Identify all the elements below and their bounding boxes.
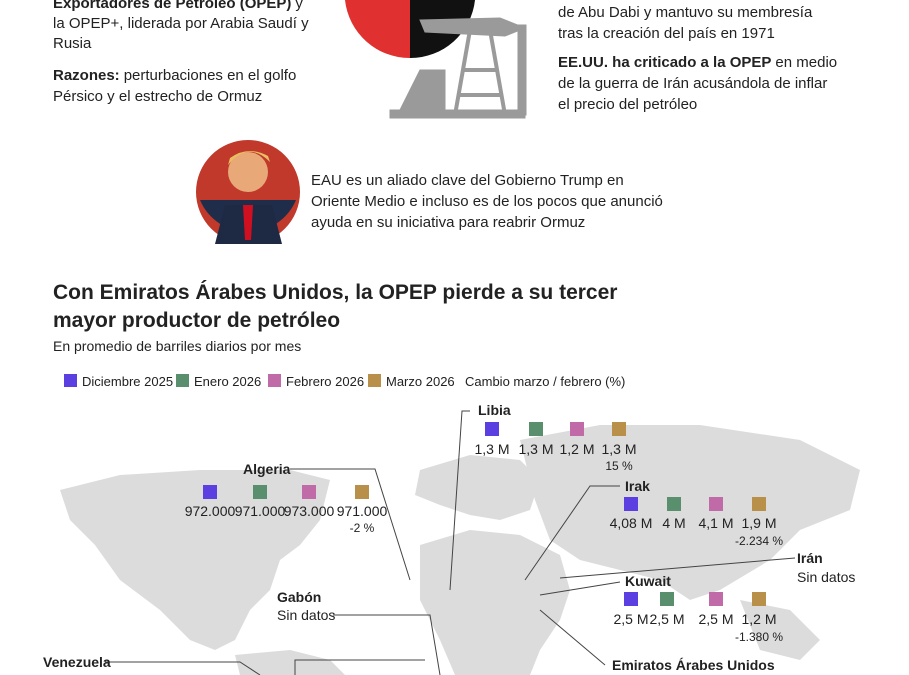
country-name: Irán (797, 550, 823, 566)
country-value: 1,2 M (559, 441, 594, 457)
country-name: Libia (478, 402, 511, 418)
legend-label: Enero 2026 (194, 374, 261, 389)
country-note: Sin datos (797, 569, 855, 585)
legend-label: Febrero 2026 (286, 374, 364, 389)
country-name: Irak (625, 478, 650, 494)
country-value: 2,5 M (649, 611, 684, 627)
text: y (295, 0, 303, 12)
lead: Razones: (53, 67, 120, 84)
paragraph-line: la OPEP+, liderada por Arabia Saudí y (53, 15, 309, 32)
country-name: Kuwait (625, 573, 671, 589)
paragraph-line: EAU es un aliado clave del Gobierno Trum… (311, 172, 624, 189)
country-value: 2,5 M (613, 611, 648, 627)
month-swatch (302, 485, 316, 499)
country-name: Gabón (277, 589, 321, 605)
month-swatch (709, 592, 723, 606)
country-value: 2,5 M (698, 611, 733, 627)
paragraph-line: Pérsico y el estrecho de Ormuz (53, 88, 262, 105)
country-name: Venezuela (43, 654, 111, 670)
chart-title: mayor productor de petróleo (53, 309, 340, 332)
month-swatch (660, 592, 674, 606)
paragraph-line: EE.UU. ha criticado a la OPEP en medio (558, 54, 837, 71)
paragraph-line: el precio del petróleo (558, 96, 697, 113)
country-value: 4 M (662, 515, 685, 531)
country-name: Algeria (243, 461, 291, 477)
month-swatch (709, 497, 723, 511)
paragraph-line: de Abu Dabi y mantuvo su membresía (558, 4, 813, 21)
country-change: 15 % (605, 459, 633, 473)
month-swatch (667, 497, 681, 511)
country-change: -1.380 % (735, 630, 783, 644)
country-value: 1,3 M (474, 441, 509, 457)
country-value: 971.000 (235, 503, 286, 519)
month-swatch (253, 485, 267, 499)
country-note: Sin datos (277, 607, 335, 623)
month-swatch (485, 422, 499, 436)
month-swatch (355, 485, 369, 499)
text: en medio (775, 54, 837, 71)
legend-swatch (268, 374, 281, 387)
month-swatch (612, 422, 626, 436)
country-value: 972.000 (185, 503, 236, 519)
world-map (60, 425, 860, 675)
chart-subtitle: En promedio de barriles diarios por mes (53, 338, 301, 354)
country-value: 1,9 M (741, 515, 776, 531)
paragraph-line: tras la creación del país en 1971 (558, 25, 775, 42)
legend-swatch (64, 374, 77, 387)
month-swatch (752, 592, 766, 606)
legend-label: Cambio marzo / febrero (%) (465, 374, 625, 389)
month-swatch (624, 592, 638, 606)
oil-pump-icon (389, 17, 527, 119)
paragraph-line: Exportadores de Petróleo (OPEP) y (53, 0, 303, 12)
leader-lines (105, 410, 796, 675)
month-swatch (624, 497, 638, 511)
paragraph-line: de la guerra de Irán acusándola de infla… (558, 75, 827, 92)
country-name: Emiratos Árabes Unidos (612, 657, 775, 673)
legend-swatch (176, 374, 189, 387)
month-swatch (529, 422, 543, 436)
chart-title: Con Emiratos Árabes Unidos, la OPEP pier… (53, 281, 617, 304)
month-swatch (570, 422, 584, 436)
country-change: -2 % (350, 521, 375, 535)
portrait (196, 140, 300, 244)
paragraph-line: ayuda en su iniciativa para reabrir Ormu… (311, 214, 585, 231)
country-value: 4,08 M (610, 515, 653, 531)
paragraph-line: Razones: perturbaciones en el golfo (53, 67, 296, 84)
month-swatch (203, 485, 217, 499)
country-value: 971.000 (337, 503, 388, 519)
legend-swatch (368, 374, 381, 387)
text: perturbaciones en el golfo (124, 67, 297, 84)
lead: EE.UU. ha criticado a la OPEP (558, 54, 771, 71)
lead: Exportadores de Petróleo (OPEP) (53, 0, 291, 12)
country-value: 4,1 M (698, 515, 733, 531)
country-value: 1,3 M (518, 441, 553, 457)
country-value: 973.000 (284, 503, 335, 519)
paragraph-line: Rusia (53, 35, 92, 52)
country-value: 1,3 M (601, 441, 636, 457)
legend-label: Marzo 2026 (386, 374, 455, 389)
country-change: -2.234 % (735, 534, 783, 548)
month-swatch (752, 497, 766, 511)
paragraph-line: Oriente Medio e incluso es de los pocos … (311, 193, 663, 210)
country-value: 1,2 M (741, 611, 776, 627)
legend-label: Diciembre 2025 (82, 374, 173, 389)
